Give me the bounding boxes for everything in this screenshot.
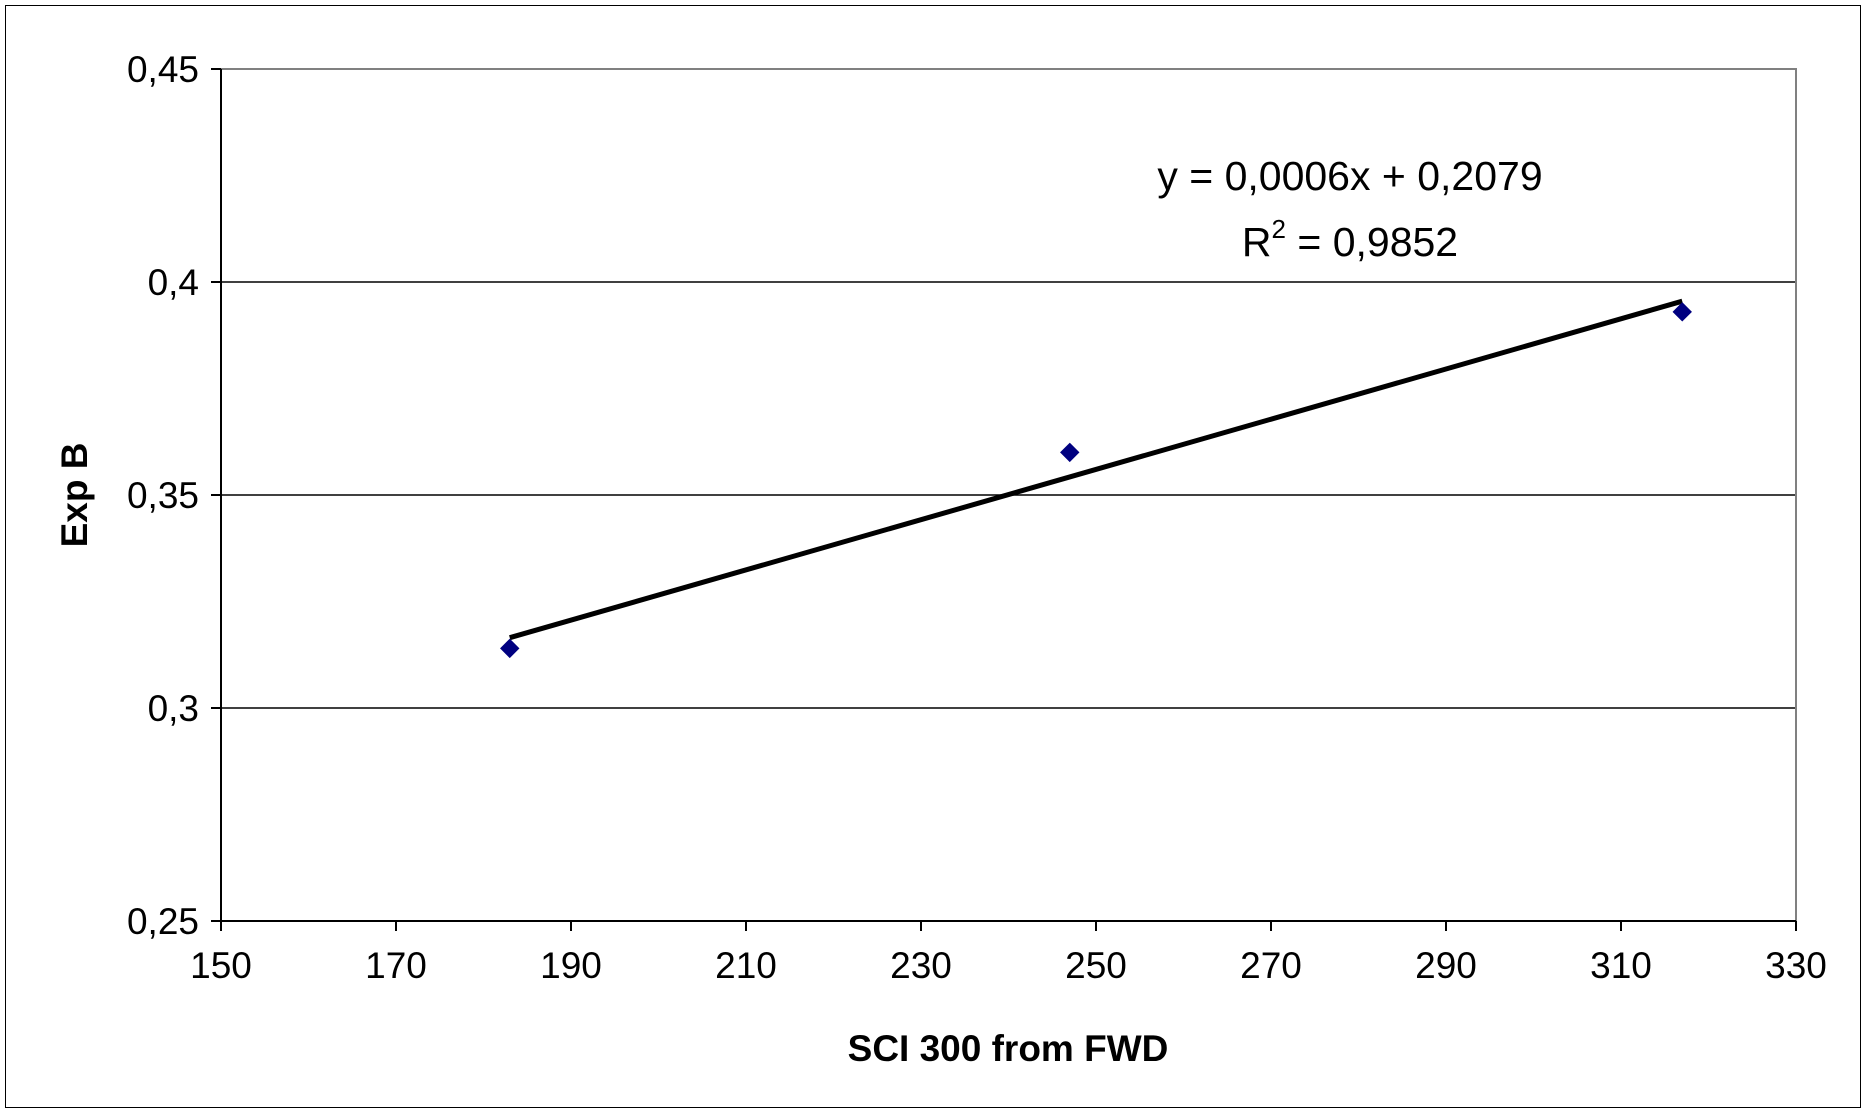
y-tick-label: 0,35 bbox=[127, 475, 199, 516]
x-axis-title: SCI 300 from FWD bbox=[848, 1028, 1169, 1069]
x-tick-label: 210 bbox=[715, 945, 777, 986]
x-tick-label: 150 bbox=[190, 945, 252, 986]
x-tick-label: 250 bbox=[1065, 945, 1127, 986]
data-point bbox=[1060, 442, 1080, 463]
x-tick-label: 290 bbox=[1415, 945, 1477, 986]
trendline bbox=[509, 298, 1683, 641]
x-tick-label: 190 bbox=[540, 945, 602, 986]
x-tick-label: 230 bbox=[890, 945, 952, 986]
trendline-group bbox=[509, 298, 1683, 641]
data-point bbox=[500, 638, 520, 659]
x-tick-label: 310 bbox=[1590, 945, 1652, 986]
x-tick-label: 330 bbox=[1765, 945, 1827, 986]
r-squared-value: = 0,9852 bbox=[1286, 219, 1458, 265]
y-axis-title: Exp B bbox=[54, 443, 95, 548]
y-tick-label: 0,25 bbox=[127, 901, 199, 942]
y-tick-label: 0,4 bbox=[148, 262, 199, 303]
x-tick-label: 270 bbox=[1240, 945, 1302, 986]
chart-frame bbox=[5, 5, 1861, 1108]
r-squared-prefix: R bbox=[1242, 219, 1272, 265]
x-tick-label: 170 bbox=[365, 945, 427, 986]
y-tick-label: 0,3 bbox=[148, 688, 199, 729]
r-squared-exponent: 2 bbox=[1272, 214, 1286, 244]
r-squared-label: R2 = 0,9852 bbox=[1242, 214, 1458, 265]
data-points bbox=[500, 302, 1692, 659]
data-point bbox=[1672, 302, 1692, 322]
trendline-equation: y = 0,0006x + 0,2079 bbox=[1157, 153, 1542, 199]
tick-marks bbox=[211, 68, 1797, 931]
y-tick-label: 0,45 bbox=[127, 49, 199, 90]
tick-labels: 0,25 0,3 0,35 0,4 0,45 150 170 190 210 230 250 270 2… bbox=[127, 49, 1827, 986]
